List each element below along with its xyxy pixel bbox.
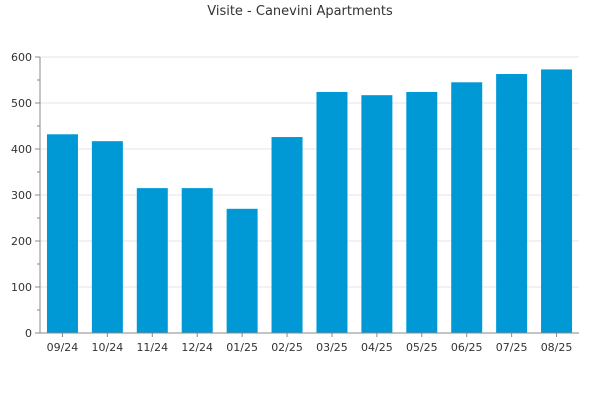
bar [46, 134, 78, 333]
x-tick-label: 12/24 [181, 341, 213, 354]
x-axis-ticks: 09/24 10/24 11/24 12/24 01/25 02/25 03/25 04/25… [47, 333, 573, 354]
x-tick-label: 05/25 [406, 341, 438, 354]
bar [316, 91, 348, 334]
y-tick-label: 400 [11, 143, 32, 156]
bar [136, 188, 168, 333]
x-tick-label: 01/25 [226, 341, 258, 354]
bar [91, 141, 123, 333]
bar [451, 82, 483, 333]
x-tick-label: 04/25 [361, 341, 393, 354]
bar [496, 74, 528, 334]
x-tick-label: 06/25 [451, 341, 483, 354]
y-tick-label: 200 [11, 235, 32, 248]
y-tick-label: 300 [11, 189, 32, 202]
bar [271, 137, 303, 333]
y-tick-label: 100 [11, 281, 32, 294]
gridlines [40, 56, 579, 288]
chart-title: Visite - Canevini Apartments [207, 4, 393, 19]
bar [541, 69, 573, 334]
x-tick-label: 07/25 [496, 341, 528, 354]
x-tick-label: 11/24 [136, 341, 168, 354]
x-tick-label: 10/24 [92, 341, 124, 354]
x-tick-label: 09/24 [47, 341, 79, 354]
bars [46, 69, 573, 334]
x-tick-label: 08/25 [541, 341, 573, 354]
bar [406, 91, 438, 334]
bar [181, 188, 213, 333]
y-tick-label: 500 [11, 97, 32, 110]
x-tick-label: 02/25 [271, 341, 303, 354]
x-tick-label: 03/25 [316, 341, 348, 354]
bar [226, 208, 258, 333]
y-axis-ticks: 0 100 200 300 400 500 600 [11, 51, 40, 340]
bar [361, 95, 393, 334]
y-tick-label: 600 [11, 51, 32, 64]
y-tick-label: 0 [25, 327, 32, 340]
